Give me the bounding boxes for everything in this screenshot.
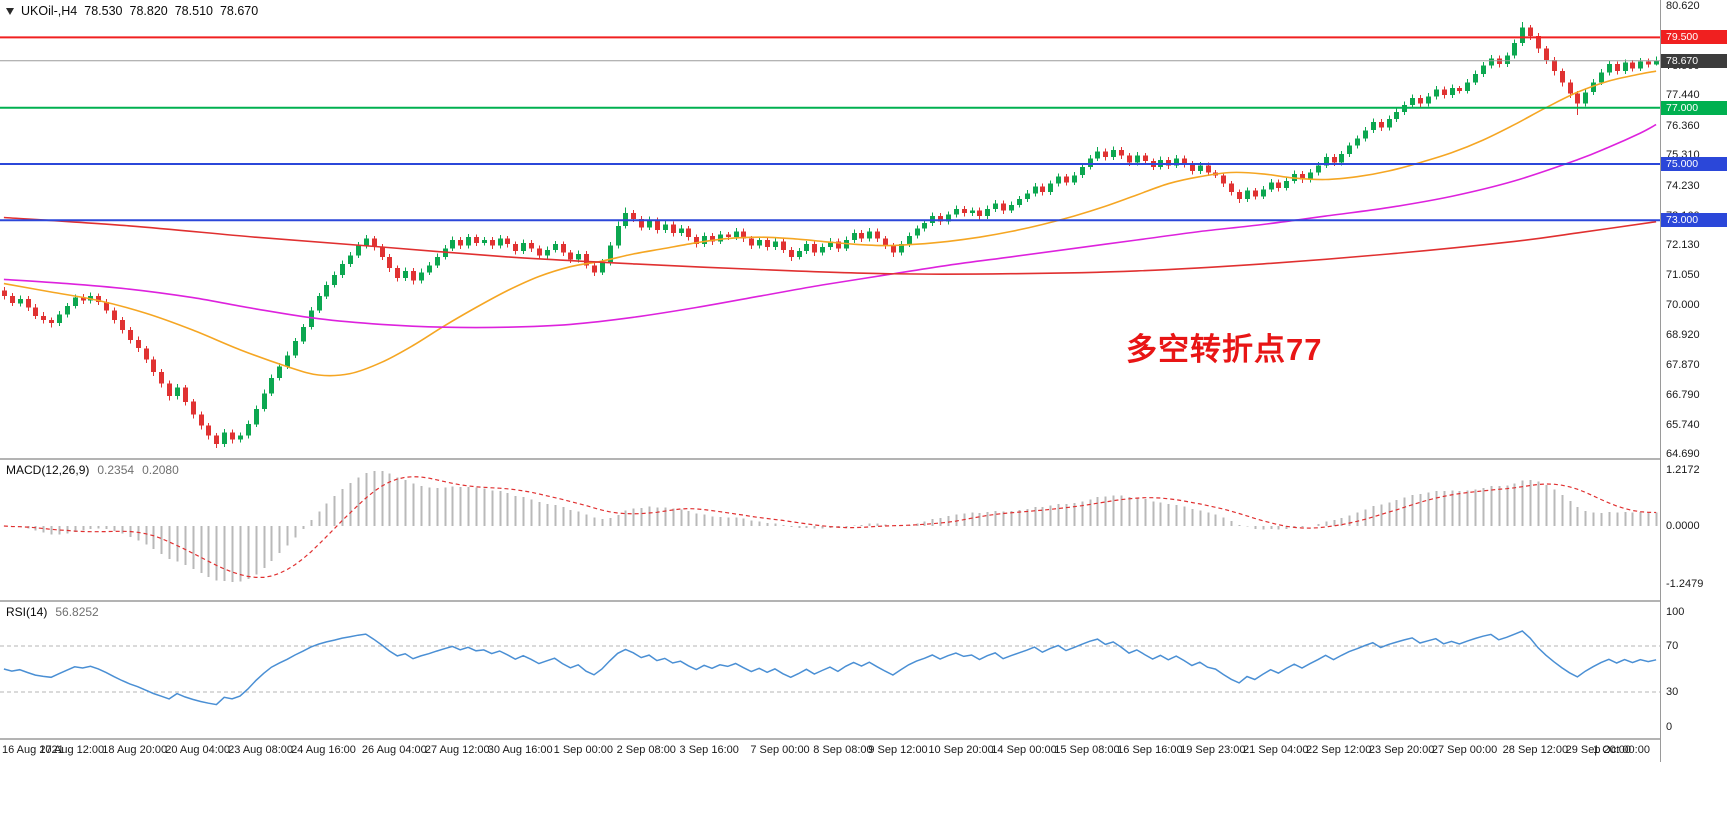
price-axis-label: 76.360 bbox=[1666, 119, 1700, 132]
macd-canvas[interactable] bbox=[0, 460, 1660, 600]
time-axis-label: 2 Sep 08:00 bbox=[616, 744, 676, 756]
time-axis-label: 21 Sep 04:00 bbox=[1243, 744, 1309, 756]
chart-annotation[interactable]: 多空转折点77 bbox=[1126, 332, 1323, 367]
time-axis-label: 14 Sep 00:00 bbox=[991, 744, 1057, 756]
price-axis-label: 70.000 bbox=[1666, 298, 1700, 311]
rsi-scale-label: 100 bbox=[1666, 605, 1685, 618]
price-axis[interactable]: 80.62079.57078.50077.44076.36075.31074.2… bbox=[1660, 0, 1727, 762]
time-axis-label: 1 Oct 00:00 bbox=[1593, 744, 1650, 756]
rsi-header: RSI(14) 56.8252 bbox=[6, 605, 99, 619]
low-value: 78.510 bbox=[174, 4, 213, 18]
time-axis-label: 8 Sep 08:00 bbox=[813, 744, 873, 756]
time-axis-label: 20 Aug 04:00 bbox=[165, 744, 231, 756]
price-badge-77.000: 77.000 bbox=[1661, 100, 1727, 115]
time-axis-label: 30 Aug 16:00 bbox=[487, 744, 553, 756]
close-value: 78.670 bbox=[219, 4, 259, 18]
price-axis-label: 74.230 bbox=[1666, 179, 1700, 192]
time-axis-label: 19 Sep 23:00 bbox=[1180, 744, 1246, 756]
candles-series bbox=[2, 21, 1659, 449]
rsi-scale-label: 70 bbox=[1666, 640, 1679, 652]
ma-slow-line bbox=[3, 216, 1657, 275]
time-axis-label: 17 Aug 12:00 bbox=[39, 744, 105, 756]
time-axis-label: 7 Sep 00:00 bbox=[750, 744, 810, 756]
time-axis-label: 22 Sep 12:00 bbox=[1305, 744, 1372, 756]
price-badge-78.670: 78.670 bbox=[1661, 53, 1727, 68]
time-axis-label: 3 Sep 16:00 bbox=[679, 744, 739, 756]
macd-panel[interactable] bbox=[0, 460, 1660, 600]
rsi-label: RSI(14) bbox=[6, 605, 48, 619]
time-axis-label: 16 Sep 16:00 bbox=[1117, 744, 1183, 756]
time-axis-label: 23 Sep 20:00 bbox=[1368, 744, 1435, 756]
time-axis-label: 24 Aug 16:00 bbox=[291, 744, 356, 756]
macd-histogram bbox=[11, 470, 1658, 582]
price-axis-label: 71.050 bbox=[1666, 269, 1700, 282]
main-chart-panel[interactable] bbox=[0, 0, 1660, 458]
macd-scale-label: -1.2479 bbox=[1666, 578, 1704, 590]
time-axis-label: 23 Aug 08:00 bbox=[228, 744, 293, 756]
ma-fast-line bbox=[3, 70, 1657, 377]
price-badge-79.500: 79.500 bbox=[1661, 30, 1727, 45]
time-axis-label: 27 Sep 00:00 bbox=[1431, 744, 1498, 756]
macd-scale-label: 1.2172 bbox=[1666, 464, 1700, 476]
price-axis-label: 66.790 bbox=[1666, 388, 1700, 401]
macd-label: MACD(12,26,9) bbox=[6, 463, 90, 477]
price-axis-label: 77.440 bbox=[1666, 89, 1700, 102]
time-axis-label: 28 Sep 12:00 bbox=[1502, 744, 1569, 756]
time-axis[interactable]: 16 Aug 2021 17 Aug 12:00 18 Aug 20:00 20 Au… bbox=[0, 740, 1660, 762]
rsi-scale-label: 0 bbox=[1666, 720, 1673, 733]
macd-scale-label: 0.0000 bbox=[1666, 520, 1700, 532]
panel-separator[interactable] bbox=[0, 458, 1727, 460]
rsi-panel[interactable] bbox=[0, 602, 1660, 738]
time-axis-label: 26 Aug 04:00 bbox=[361, 744, 427, 756]
time-axis-label: 16 Aug 2021 bbox=[2, 744, 64, 756]
price-axis-label: 72.130 bbox=[1666, 238, 1700, 251]
time-axis-label: 18 Aug 20:00 bbox=[102, 744, 168, 756]
price-axis-label: 80.620 bbox=[1666, 0, 1700, 12]
price-axis-label: 65.740 bbox=[1666, 418, 1700, 431]
time-axis-label: 29 Sep 20:00 bbox=[1565, 744, 1632, 756]
macd-main-value: 0.2354 bbox=[97, 463, 135, 477]
macd-signal-value: 0.2080 bbox=[142, 463, 179, 477]
symbol-marker-icon bbox=[6, 7, 14, 15]
price-axis-label: 68.920 bbox=[1666, 329, 1700, 342]
price-axis-label: 64.690 bbox=[1666, 448, 1700, 461]
time-axis-label: 27 Aug 12:00 bbox=[424, 744, 490, 756]
price-axis-label: 67.870 bbox=[1666, 358, 1700, 371]
rsi-canvas[interactable] bbox=[0, 602, 1660, 738]
time-axis-label: 15 Sep 08:00 bbox=[1054, 744, 1120, 756]
price-chart-canvas[interactable] bbox=[0, 0, 1660, 458]
macd-header: MACD(12,26,9) 0.2354 0.2080 bbox=[6, 463, 179, 477]
price-badge-73.000: 73.000 bbox=[1661, 213, 1727, 228]
rsi-value: 56.8252 bbox=[55, 605, 99, 619]
macd-signal-line bbox=[3, 476, 1657, 578]
price-badge-75.000: 75.000 bbox=[1661, 157, 1727, 171]
time-axis-label: 1 Sep 00:00 bbox=[553, 744, 613, 756]
time-axis-label: 10 Sep 20:00 bbox=[928, 744, 994, 756]
rsi-line bbox=[3, 630, 1657, 706]
panel-separator[interactable] bbox=[0, 600, 1727, 602]
symbol-timeframe: UKOil-,H4 bbox=[21, 4, 78, 18]
axis-separator bbox=[0, 738, 1727, 740]
open-value: 78.530 bbox=[84, 4, 123, 18]
high-value: 78.820 bbox=[129, 4, 168, 18]
ma-mid-line bbox=[3, 123, 1657, 329]
ohlc-readout: UKOil-,H4 78.530 78.820 78.510 78.670 bbox=[6, 4, 258, 18]
rsi-scale-label: 30 bbox=[1666, 686, 1679, 698]
time-axis-label: 9 Sep 12:00 bbox=[868, 744, 928, 756]
